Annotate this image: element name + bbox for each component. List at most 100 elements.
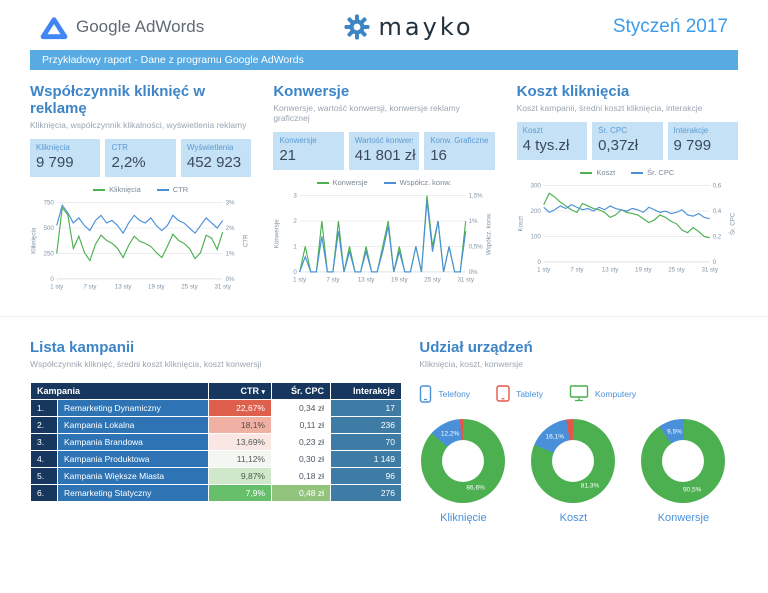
legend-item: CTR (156, 185, 188, 194)
campaign-cpc: 0,30 zł (271, 449, 331, 468)
slice-label: 90,5% (682, 486, 702, 494)
header-ctr-label: CTR (240, 385, 259, 396)
line-chart-conversions: 0 0% 1 0,5% 2 1% 3 1,5% 1 sty 7 sty 13 sty 19 sty 25… (273, 188, 494, 293)
devices-title: Udział urządzeń (419, 338, 533, 356)
campaign-interactions: 70 (330, 432, 402, 451)
svg-text:31 sty: 31 sty (214, 283, 231, 290)
stat-card-label: Śr. CPC (598, 126, 627, 135)
stat-cards: Konwersje 21 Wartość konwersji 41 801 zł… (273, 132, 495, 170)
stat-card-conversion-value: Wartość konwersji 41 801 zł (348, 132, 420, 170)
legend-tablets: Tablety (496, 385, 543, 403)
campaign-ctr: 9,87% (208, 466, 272, 485)
svg-text:CTR: CTR (243, 234, 250, 247)
donut-ring: 86,6% 12,2% (421, 418, 506, 503)
stat-cards: Koszt 4 tys.zł Śr. CPC 0,37zł Interakcje… (516, 122, 738, 160)
svg-text:0,2: 0,2 (712, 233, 721, 240)
svg-text:19 sty: 19 sty (148, 283, 165, 290)
campaign-ctr: 13,69% (208, 432, 272, 451)
campaign-interactions: 236 (330, 415, 402, 434)
stat-card-cost: Koszt 4 tys.zł (516, 122, 588, 160)
svg-text:1: 1 (294, 243, 298, 250)
stat-card-clicks: Kliknięcia 9 799 (30, 139, 101, 177)
svg-text:0%: 0% (226, 276, 235, 283)
svg-text:3: 3 (294, 193, 298, 200)
donut-caption: Konwersje (657, 511, 710, 524)
svg-text:Śr. CPC: Śr. CPC (728, 212, 736, 235)
donut-ring: 81,3% 16,1% (531, 418, 616, 503)
section-title: Współczynnik kliknięć w reklamę (30, 83, 206, 117)
stat-card-label: Wartość konwersji (354, 136, 414, 145)
header-interactions[interactable]: Interakcje (330, 381, 402, 400)
chart-legend: Konwersje Współcz. konw. (273, 178, 494, 187)
devices-section: Udział urządzeń Kliknięcia, koszt, konwe… (419, 339, 738, 524)
stat-card-display-conversions: Konw. Graficzne 16 (424, 132, 495, 170)
header-ctr[interactable]: CTR ▾ (208, 381, 272, 400)
campaign-list-title: Lista kampanii (30, 338, 135, 356)
campaign-list-section: Lista kampanii Współczynnik kliknięć, śr… (30, 339, 419, 524)
svg-text:7 sty: 7 sty (570, 266, 584, 273)
campaign-ctr: 11,12% (208, 449, 272, 468)
conversions-chart: Konwersje Współcz. konw. 0 0% 1 0,5% 2 1% 3 1,5%… (273, 178, 494, 293)
legend-phones: Telefony (419, 385, 470, 403)
donut-caption: Koszt (559, 511, 588, 524)
campaign-cpc: 0,23 zł (271, 432, 331, 451)
campaign-interactions: 17 (330, 398, 402, 417)
svg-text:31 sty: 31 sty (458, 276, 475, 283)
svg-text:1%: 1% (226, 250, 235, 257)
svg-text:100: 100 (530, 233, 541, 240)
stat-card-value: 0,37zł (598, 137, 639, 154)
stat-card-value: 16 (430, 147, 447, 164)
tablet-icon (496, 385, 510, 403)
stat-card-label: CTR (111, 143, 128, 152)
table-row: 5. Kampania Większe Miasta 9,87% 0,18 zł 96 (30, 466, 402, 485)
table-header-row: Kampania CTR ▾ Śr. CPC Interakcje (30, 381, 402, 400)
mayko-logo: mayko (344, 13, 474, 41)
legend-label: Telefony (438, 388, 471, 399)
header-cpc[interactable]: Śr. CPC (271, 381, 331, 400)
campaign-name: Kampania Większe Miasta (57, 466, 209, 485)
stat-card-value: 4 tys.zł (522, 137, 570, 154)
row-number: 5. (30, 466, 58, 485)
report-period: Styczeń 2017 (612, 16, 728, 37)
svg-text:25 sty: 25 sty (425, 276, 442, 283)
legend-computers: Komputery (569, 385, 636, 402)
row-number: 2. (30, 415, 58, 434)
legend-item: Współcz. konw. (383, 178, 451, 187)
campaign-ctr: 7,9% (208, 483, 272, 502)
google-wordmark: Google (76, 17, 131, 36)
stat-card-label: Interakcje (673, 126, 709, 135)
legend-swatch (93, 188, 106, 191)
svg-text:7 sty: 7 sty (327, 276, 341, 283)
svg-text:1 sty: 1 sty (294, 276, 308, 283)
slice-label: 86,6% (466, 484, 485, 492)
table-row: 6. Remarketing Statyczny 7,9% 0,48 zł 276 (30, 483, 402, 502)
campaign-cpc: 0,34 zł (271, 398, 331, 417)
legend-label: Tablety (516, 388, 543, 399)
adwords-wordmark: AdWords (134, 17, 205, 36)
stat-card-value: 21 (279, 147, 297, 164)
section-subtitle: Konwersje, wartość konwersji, konwersje … (273, 103, 460, 123)
section-subtitle: Koszt kampanii, średni koszt kliknięcia,… (516, 103, 703, 113)
svg-text:1 sty: 1 sty (537, 266, 551, 273)
svg-text:Konwersje: Konwersje (274, 219, 281, 248)
legend-swatch (580, 171, 593, 174)
svg-text:750: 750 (44, 200, 55, 207)
devices-legend: Telefony Tablety Komputery (419, 385, 738, 403)
campaign-table: Kampania CTR ▾ Śr. CPC Interakcje 1. Rema… (30, 381, 402, 502)
stat-card-value: 41 801 zł (354, 147, 416, 164)
cost-donut: 81,3% 16,1% Koszt (529, 418, 617, 524)
svg-text:25 sty: 25 sty (668, 266, 685, 273)
svg-text:13 sty: 13 sty (602, 266, 619, 273)
google-adwords-logo: Google AdWords (40, 15, 204, 40)
stat-card-value: 452 923 (186, 154, 242, 171)
svg-text:31 sty: 31 sty (701, 266, 718, 273)
stat-card-label: Wyświetlenia (186, 143, 234, 152)
device-donuts: 86,6% 12,2% Kliknięcie 81,3% 16,1% Koszt 9… (419, 418, 738, 524)
svg-text:0,5%: 0,5% (469, 243, 484, 250)
kpi-row: Współczynnik kliknięć w reklamę Kliknięc… (0, 70, 768, 300)
svg-text:13 sty: 13 sty (358, 276, 375, 283)
legend-swatch (316, 181, 329, 184)
stat-card-value: 9 799 (36, 154, 74, 171)
adwords-triangle-icon (40, 16, 68, 39)
svg-text:19 sty: 19 sty (635, 266, 652, 273)
